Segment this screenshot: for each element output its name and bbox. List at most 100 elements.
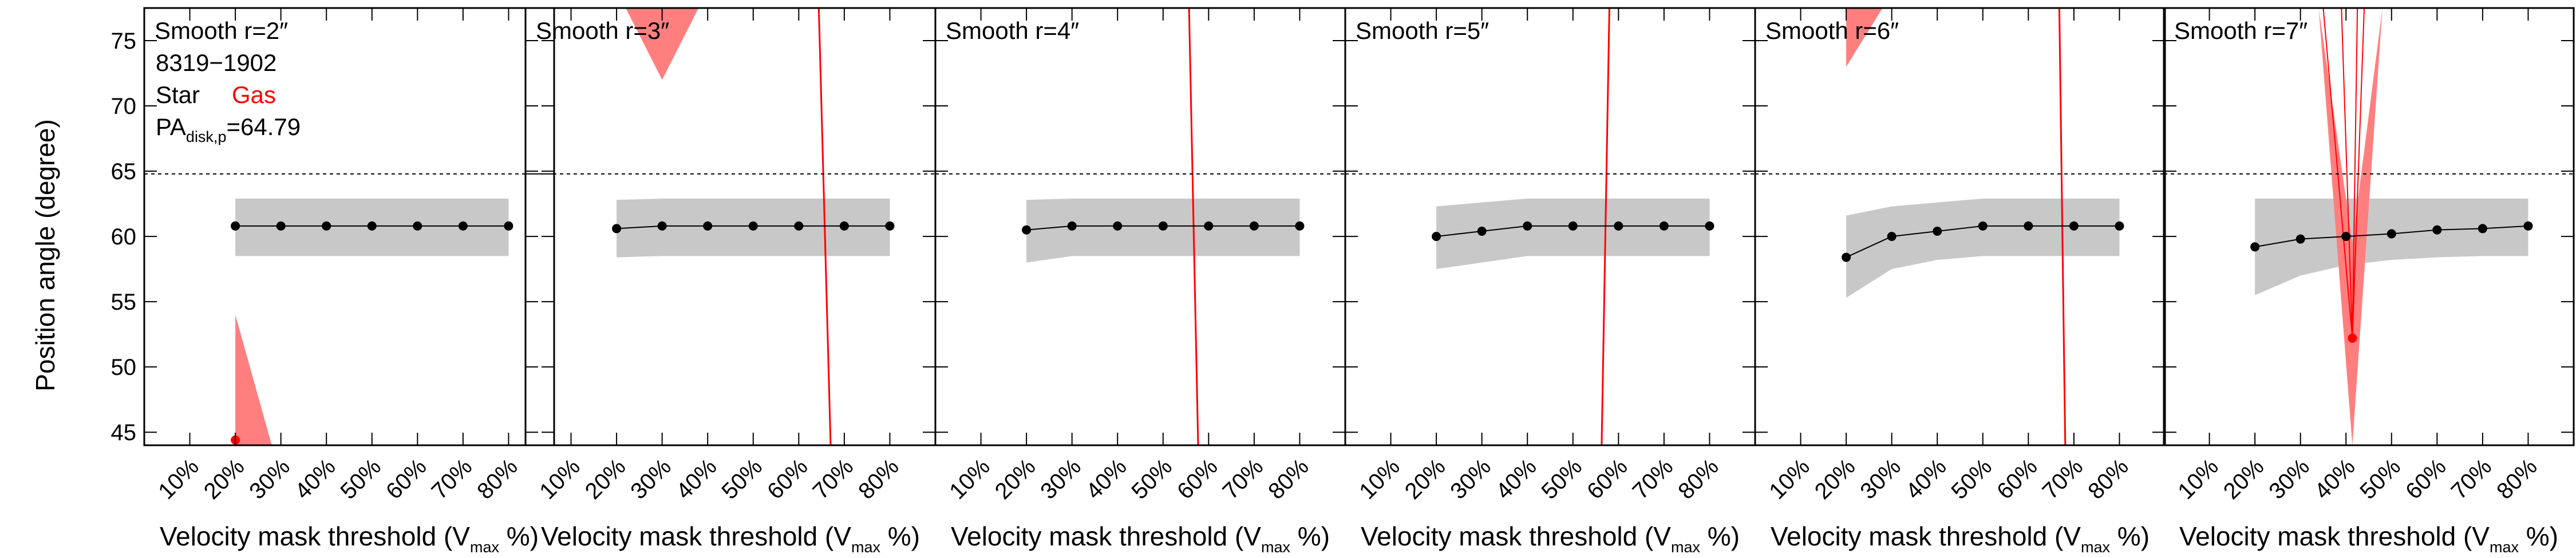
x-tick-label: 50%: [1946, 454, 1997, 504]
panel-frame: [143, 7, 555, 446]
x-tick-label: 30%: [1855, 454, 1906, 504]
x-tick-label: 80%: [1263, 454, 1314, 504]
x-tick-label: 60%: [1992, 454, 2042, 504]
star-uncertainty-band: [1846, 198, 2120, 298]
star-data-point: [367, 221, 377, 231]
y-axis-label: Position angle (degree): [30, 119, 60, 391]
x-tick-label: 10%: [1764, 454, 1815, 504]
x-tick-label: 60%: [381, 454, 432, 504]
panel-6: 10%20%30%40%50%60%70%80% Smooth r=7″ Veloc…: [2163, 7, 2575, 556]
x-tick-label: 40%: [290, 454, 341, 504]
star-uncertainty-band: [2255, 198, 2528, 295]
x-axis-label-end: %): [2519, 521, 2558, 551]
star-data-point: [1204, 221, 1214, 231]
star-data-point: [1933, 226, 1942, 236]
x-tick-label: 20%: [1400, 454, 1451, 504]
gas-pa-line: [1188, 8, 1199, 445]
gas-pa-line: [1601, 8, 1610, 445]
gas-uncertainty-band: [2318, 8, 2383, 445]
x-axis-label-sub: max: [1261, 539, 1291, 556]
x-tick-label: 30%: [2264, 454, 2314, 504]
x-tick-label: 40%: [1491, 454, 1542, 504]
x-tick-label: 40%: [1901, 454, 1951, 504]
x-tick-label: 80%: [2083, 454, 2134, 504]
x-tick-label: 70%: [1218, 454, 1269, 504]
legend-block: 8319−1902 Star Gas PAdisk,p=64.79: [156, 49, 301, 145]
plot-area: [1345, 8, 1755, 445]
star-data-point: [2250, 242, 2260, 252]
galaxy-id: 8319−1902: [156, 49, 276, 76]
x-tick-label: 20%: [1810, 454, 1860, 504]
star-data-point: [2296, 234, 2305, 244]
panel-frame: [1754, 7, 2166, 446]
y-tick-label: 60: [111, 224, 137, 250]
star-data-point: [1568, 221, 1578, 231]
x-axis-label-main: Velocity mask threshold (V: [541, 521, 851, 551]
x-axis-label-main: Velocity mask threshold (V: [1361, 521, 1671, 551]
star-data-point: [1842, 252, 1851, 262]
y-tick-label: 75: [111, 29, 137, 54]
pa-label-value: =64.79: [226, 113, 301, 140]
panel-2: 10%20%30%40%50%60%70%80% Smooth r=3″ Veloc…: [524, 7, 937, 556]
plot-area: [2164, 8, 2574, 445]
pa-label-sub: disk,p: [186, 128, 227, 145]
star-data-point: [748, 221, 758, 231]
star-data-point: [276, 221, 286, 231]
star-data-point: [703, 221, 713, 231]
star-data-point: [1705, 221, 1714, 231]
pa-label-main: PA: [156, 113, 186, 140]
x-tick-label: 80%: [472, 454, 523, 504]
x-tick-label: 80%: [1673, 454, 1724, 504]
x-axis-label-main: Velocity mask threshold (V: [951, 521, 1261, 551]
star-data-point: [504, 221, 513, 231]
y-tick-label: 45: [111, 420, 137, 445]
panel-title: Smooth r=4″: [946, 17, 1079, 44]
panel-title: Smooth r=3″: [536, 17, 669, 44]
star-data-point: [1249, 221, 1259, 231]
plot-area: [1755, 8, 2165, 445]
x-tick-label: 30%: [1036, 454, 1086, 504]
x-axis-label: Velocity mask threshold (Vmax %): [2179, 521, 2558, 556]
star-data-point: [1523, 221, 1532, 231]
x-axis-label: Velocity mask threshold (Vmax %): [1361, 521, 1740, 556]
panel-3: 10%20%30%40%50%60%70%80% Smooth r=4″ Veloc…: [934, 7, 1346, 556]
star-data-point: [1295, 221, 1305, 231]
star-data-point: [1614, 221, 1623, 231]
x-axis-label-end: %): [499, 521, 539, 551]
x-tick-label: 10%: [153, 454, 204, 504]
x-tick-label: 70%: [808, 454, 859, 504]
star-data-point: [839, 221, 849, 231]
x-axis-label-end: %): [1290, 521, 1330, 551]
x-axis-label-end: %): [2110, 521, 2150, 551]
x-axis-label: Velocity mask threshold (Vmax %): [951, 521, 1330, 556]
star-data-point: [657, 221, 667, 231]
x-tick-label: 20%: [199, 454, 250, 504]
x-tick-label: 60%: [2401, 454, 2451, 504]
star-data-point: [2024, 221, 2033, 231]
star-data-point: [458, 221, 468, 231]
star-data-point: [2523, 221, 2533, 231]
star-data-point: [1477, 226, 1487, 236]
star-data-point: [1887, 232, 1897, 242]
star-data-point: [2341, 232, 2351, 242]
x-tick-label: 50%: [1536, 454, 1587, 504]
y-tick-label: 65: [111, 159, 137, 184]
x-tick-label: 40%: [2310, 454, 2360, 504]
x-axis-label-sub: max: [851, 539, 881, 556]
star-data-point: [1022, 225, 1032, 235]
x-tick-label: 40%: [1081, 454, 1132, 504]
x-tick-label: 70%: [427, 454, 477, 504]
x-tick-label: 70%: [1628, 454, 1678, 504]
x-tick-label: 20%: [580, 454, 631, 504]
gas-spike-line: [2341, 8, 2353, 339]
star-data-point: [1113, 221, 1123, 231]
x-tick-label: 70%: [2038, 454, 2088, 504]
x-tick-label: 50%: [335, 454, 386, 504]
gas-uncertainty-band: [626, 8, 699, 80]
pa-label: PAdisk,p=64.79: [156, 113, 301, 145]
star-data-point: [885, 221, 895, 231]
x-tick-label: 30%: [626, 454, 676, 504]
star-data-point: [2387, 229, 2396, 239]
x-tick-label: 60%: [1582, 454, 1633, 504]
